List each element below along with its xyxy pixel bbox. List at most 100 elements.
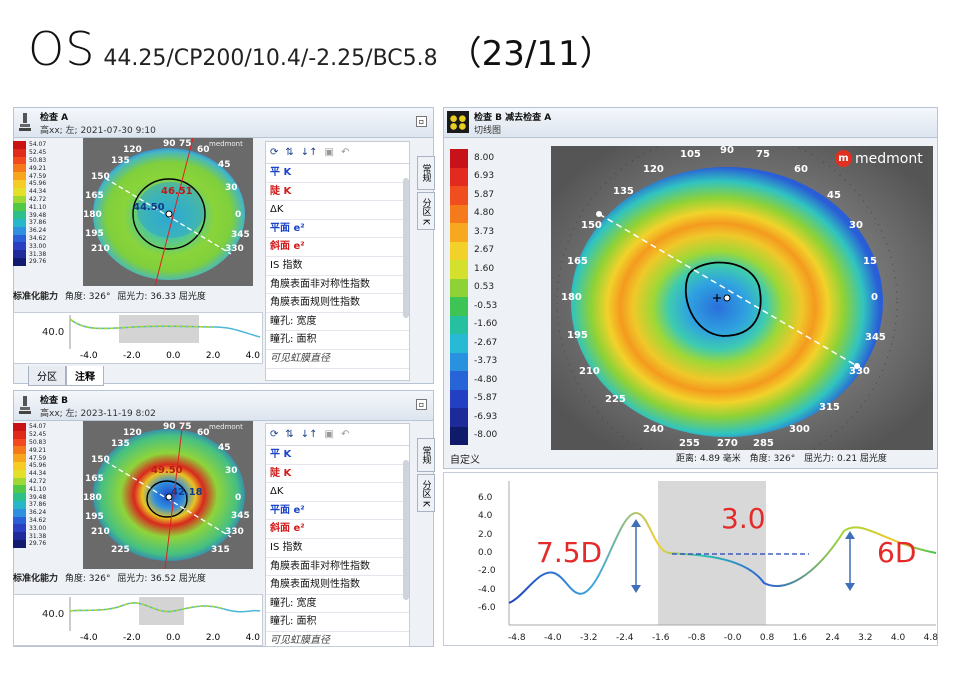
exam-a-mini-chart [69, 315, 261, 349]
y-tick: -6.0 [478, 602, 496, 613]
map-label: 285 [753, 438, 774, 449]
scale-row: 47.59 [13, 454, 46, 462]
difference-profile-chart[interactable]: 6.0 4.0 2.0 0.0 -2.0 -4.0 -6.0 -4.8 -4.0… [443, 472, 938, 646]
scale-swatch [13, 539, 26, 548]
scale-swatch [13, 234, 26, 243]
map-label: 225 [111, 545, 130, 555]
side-list-item[interactable]: ΔK [266, 483, 409, 502]
vtab-zones-k[interactable]: 分区 K [417, 474, 435, 512]
scale-row: 1.60 [450, 260, 497, 279]
save-icon[interactable]: ▣ [324, 147, 334, 158]
side-list-item[interactable]: IS 指数 [266, 257, 409, 276]
difference-topography-map[interactable]: 105 90 75 120 60 135 45 150 30 165 15 18… [551, 146, 933, 450]
exam-b-topography-map[interactable]: 135 120 90 75 60 45 30 150 165 180 0 195… [83, 421, 253, 569]
side-list-item[interactable]: 可见虹膜直径 [266, 632, 409, 646]
tab-notes[interactable]: 注释 [66, 366, 104, 386]
scale-row: 37.86 [13, 500, 46, 509]
side-list-item[interactable]: 瞳孔: 宽度 [266, 595, 409, 614]
side-list-item[interactable]: 平面 e² [266, 220, 409, 239]
side-toolbar: ⟳ ⇅ ↓↑ ▣ ↶ [266, 424, 409, 446]
scale-label: 54.07 [29, 141, 47, 149]
side-list-item[interactable]: 角膜表面规则性指数 [266, 294, 409, 313]
exam-b-mini-profile[interactable]: 40.0 -4.0 -2.0 0.0 2.0 4.0 [13, 594, 263, 646]
brand-logo: medmont [209, 423, 243, 431]
map-label: 75 [179, 422, 192, 432]
scale-label: 47.59 [29, 454, 47, 462]
side-list-item[interactable]: 平 K [266, 446, 409, 465]
side-list-item[interactable]: 斜面 e² [266, 520, 409, 539]
tab-zones[interactable]: 分区 [28, 366, 66, 386]
side-list-item[interactable]: 瞳孔: 宽度 [266, 313, 409, 332]
side-list-item[interactable]: 角膜表面规则性指数 [266, 576, 409, 595]
sort-az-icon[interactable]: ⇅ [285, 429, 294, 440]
scale-label: 31.38 [29, 532, 47, 540]
mini-y-label: 40.0 [42, 609, 65, 620]
side-list-item[interactable]: 角膜表面非对称性指数 [266, 558, 409, 577]
side-list-item[interactable]: 角膜表面非对称性指数 [266, 276, 409, 295]
map-label: 330 [849, 366, 870, 377]
sort-icon[interactable]: ↓↑ [300, 429, 318, 440]
scale-label: -3.73 [474, 356, 498, 367]
scale-swatch [13, 508, 26, 517]
map-label: 180 [561, 292, 582, 303]
side-scrollbar[interactable] [403, 460, 409, 600]
x-tick: -2.0 [123, 633, 141, 643]
refresh-icon[interactable]: ⟳ [270, 429, 279, 440]
difference-map-svg [551, 146, 933, 450]
vtab-zones-k[interactable]: 分区 K [417, 192, 435, 230]
save-icon[interactable]: ▣ [324, 429, 334, 440]
scale-label: 33.00 [29, 524, 47, 532]
scale-swatch [450, 149, 468, 168]
exam-b-subtitle: 高xx; 左; 2023-11-19 8:02 [40, 409, 156, 419]
scale-swatch [13, 500, 26, 509]
x-tick: 2.0 [205, 633, 221, 643]
vtab-general[interactable]: 常规 [417, 438, 435, 472]
scale-swatch [13, 524, 26, 533]
map-label: 195 [567, 330, 588, 341]
annotation-left: 7.5D [536, 536, 603, 569]
scale-label: 0.53 [474, 282, 495, 293]
scale-row: 4.80 [450, 204, 497, 223]
side-list-item[interactable]: 可见虹膜直径 [266, 350, 409, 369]
sort-icon[interactable]: ↓↑ [300, 147, 318, 158]
side-list-item[interactable]: 斜面 e² [266, 238, 409, 257]
side-scrollbar[interactable] [403, 178, 409, 318]
scale-swatch [13, 257, 26, 266]
vtab-general[interactable]: 常规 [417, 156, 435, 190]
side-list-item[interactable]: IS 指数 [266, 539, 409, 558]
x-tick: 4.0 [890, 633, 906, 643]
map-label: 150 [91, 172, 110, 182]
undo-icon[interactable]: ↶ [341, 147, 350, 158]
side-list-item[interactable]: 瞳孔: 面积 [266, 331, 409, 350]
undo-icon[interactable]: ↶ [341, 429, 350, 440]
scale-label: 3.73 [474, 226, 495, 237]
scale-label: -1.60 [474, 319, 498, 330]
exam-a-mini-profile[interactable]: 40.0 -4.0 -2.0 0.0 2.0 4.0 [13, 312, 263, 364]
side-list-item[interactable]: 平 K [266, 164, 409, 183]
scale-swatch [450, 297, 468, 316]
scale-label: 6.93 [474, 171, 495, 182]
x-tick: -4.0 [543, 633, 562, 643]
map-label: 60 [794, 164, 808, 175]
refresh-icon[interactable]: ⟳ [270, 147, 279, 158]
sort-az-icon[interactable]: ⇅ [285, 147, 294, 158]
exam-a-topography-map[interactable]: 135 120 90 75 60 45 30 150 165 180 0 195… [83, 138, 253, 286]
scale-label: 4.80 [474, 208, 495, 219]
map-label: 15 [863, 256, 877, 267]
exam-a-toggle-button[interactable]: ▫ [416, 116, 427, 127]
side-list-item[interactable]: 瞳孔: 面积 [266, 613, 409, 632]
side-list-item[interactable]: 平面 e² [266, 502, 409, 521]
exam-b-toggle-button[interactable]: ▫ [416, 399, 427, 410]
side-list-item[interactable]: 陡 K [266, 465, 409, 484]
scale-swatch [13, 211, 26, 219]
scale-label: 54.07 [29, 423, 47, 431]
side-list-item[interactable]: ΔK [266, 201, 409, 220]
scale-swatch [13, 454, 26, 462]
scale-swatch [450, 371, 468, 390]
mini-y-label: 40.0 [42, 327, 65, 338]
profile-x-axis: -4.8 -4.0 -3.2 -2.4 -1.6 -0.8 -0.0 0.8 1… [508, 633, 938, 643]
map-label: 210 [91, 527, 110, 537]
side-list-item[interactable]: 陡 K [266, 183, 409, 202]
scale-swatch [13, 250, 26, 258]
